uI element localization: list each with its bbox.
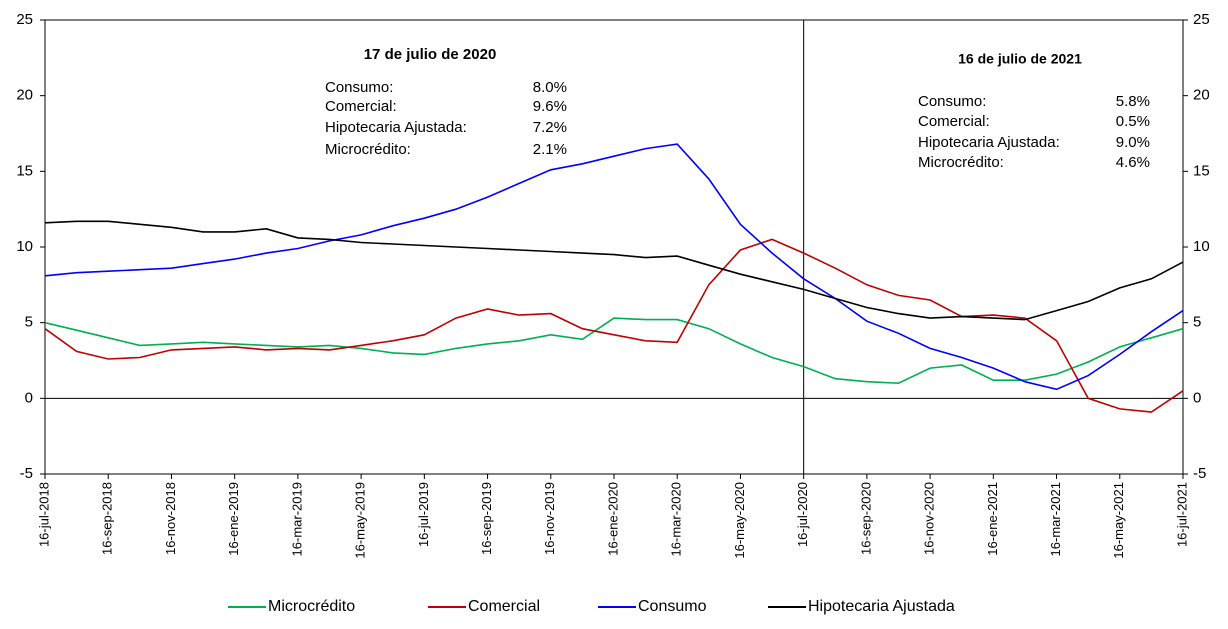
x-tick-label: 16-may-2021 xyxy=(1111,482,1126,559)
x-tick-label: 16-nov-2018 xyxy=(163,482,178,555)
x-tick-label: 16-may-2020 xyxy=(732,482,747,559)
y2-tick-label: 5 xyxy=(1193,314,1201,331)
annotation-value: 8.0% xyxy=(533,79,567,96)
x-tick-label: 16-jul-2019 xyxy=(416,482,431,547)
x-tick-label: 16-nov-2020 xyxy=(922,482,937,555)
x-tick-label: 16-sep-2018 xyxy=(100,482,115,555)
annotation-title: 17 de julio de 2020 xyxy=(364,46,497,63)
annotation-label: Microcrédito: xyxy=(918,154,1004,171)
legend-label: Comercial xyxy=(468,598,540,615)
annotation-label: Hipotecaria Ajustada: xyxy=(918,134,1060,151)
y2-tick-label: 15 xyxy=(1193,162,1210,179)
x-tick-label: 16-mar-2020 xyxy=(669,482,684,556)
y-tick-label: 10 xyxy=(16,238,33,255)
x-tick-label: 16-mar-2021 xyxy=(1048,482,1063,556)
annotation-label: Microcrédito: xyxy=(325,141,411,158)
y2-tick-label: 10 xyxy=(1193,238,1210,255)
x-tick-label: 16-jul-2020 xyxy=(795,482,810,547)
x-tick-label: 16-ene-2021 xyxy=(985,482,1000,556)
series-line xyxy=(44,238,1184,413)
x-tick-label: 16-mar-2019 xyxy=(289,482,304,556)
x-tick-label: 16-sep-2019 xyxy=(479,482,494,555)
annotation-label: Consumo: xyxy=(918,93,986,110)
legend-label: Hipotecaria Ajustada xyxy=(808,598,955,615)
y2-tick-label: 20 xyxy=(1193,87,1210,104)
annotation-label: Consumo: xyxy=(325,79,393,96)
y2-tick-label: 25 xyxy=(1193,11,1210,28)
annotation-value: 9.6% xyxy=(533,98,567,115)
y-tick-label: 20 xyxy=(16,87,33,104)
y2-tick-label: -5 xyxy=(1193,465,1206,482)
annotation-value: 5.8% xyxy=(1116,93,1150,110)
y2-tick-label: 0 xyxy=(1193,389,1201,406)
y-tick-label: 25 xyxy=(16,11,33,28)
x-tick-label: 16-jul-2021 xyxy=(1174,482,1189,547)
x-tick-label: 16-sep-2020 xyxy=(858,482,873,555)
x-tick-label: 16-ene-2020 xyxy=(605,482,620,556)
series-line xyxy=(44,317,1184,385)
y-tick-label: -5 xyxy=(20,465,33,482)
annotation-value: 0.5% xyxy=(1116,113,1150,130)
annotation-value: 2.1% xyxy=(533,141,567,158)
x-tick-label: 16-jul-2018 xyxy=(36,482,51,547)
annotation-label: Comercial: xyxy=(325,98,397,115)
x-tick-label: 16-may-2019 xyxy=(353,482,368,559)
y-tick-label: 5 xyxy=(25,314,33,331)
annotation-label: Hipotecaria Ajustada: xyxy=(325,119,467,136)
x-tick-label: 16-nov-2019 xyxy=(542,482,557,555)
annotation-value: 9.0% xyxy=(1116,134,1150,151)
annotation-title: 16 de julio de 2021 xyxy=(958,51,1082,67)
series-line xyxy=(44,220,1184,321)
series-line xyxy=(44,143,1184,391)
x-tick-label: 16-ene-2019 xyxy=(226,482,241,556)
legend-label: Consumo xyxy=(638,598,707,615)
legend-label: Microcrédito xyxy=(268,598,355,615)
plot-area xyxy=(44,19,1184,475)
y-tick-label: 15 xyxy=(16,162,33,179)
annotation-value: 7.2% xyxy=(533,119,567,136)
annotation-label: Comercial: xyxy=(918,113,990,130)
y-tick-label: 0 xyxy=(25,389,33,406)
annotation-value: 4.6% xyxy=(1116,154,1150,171)
